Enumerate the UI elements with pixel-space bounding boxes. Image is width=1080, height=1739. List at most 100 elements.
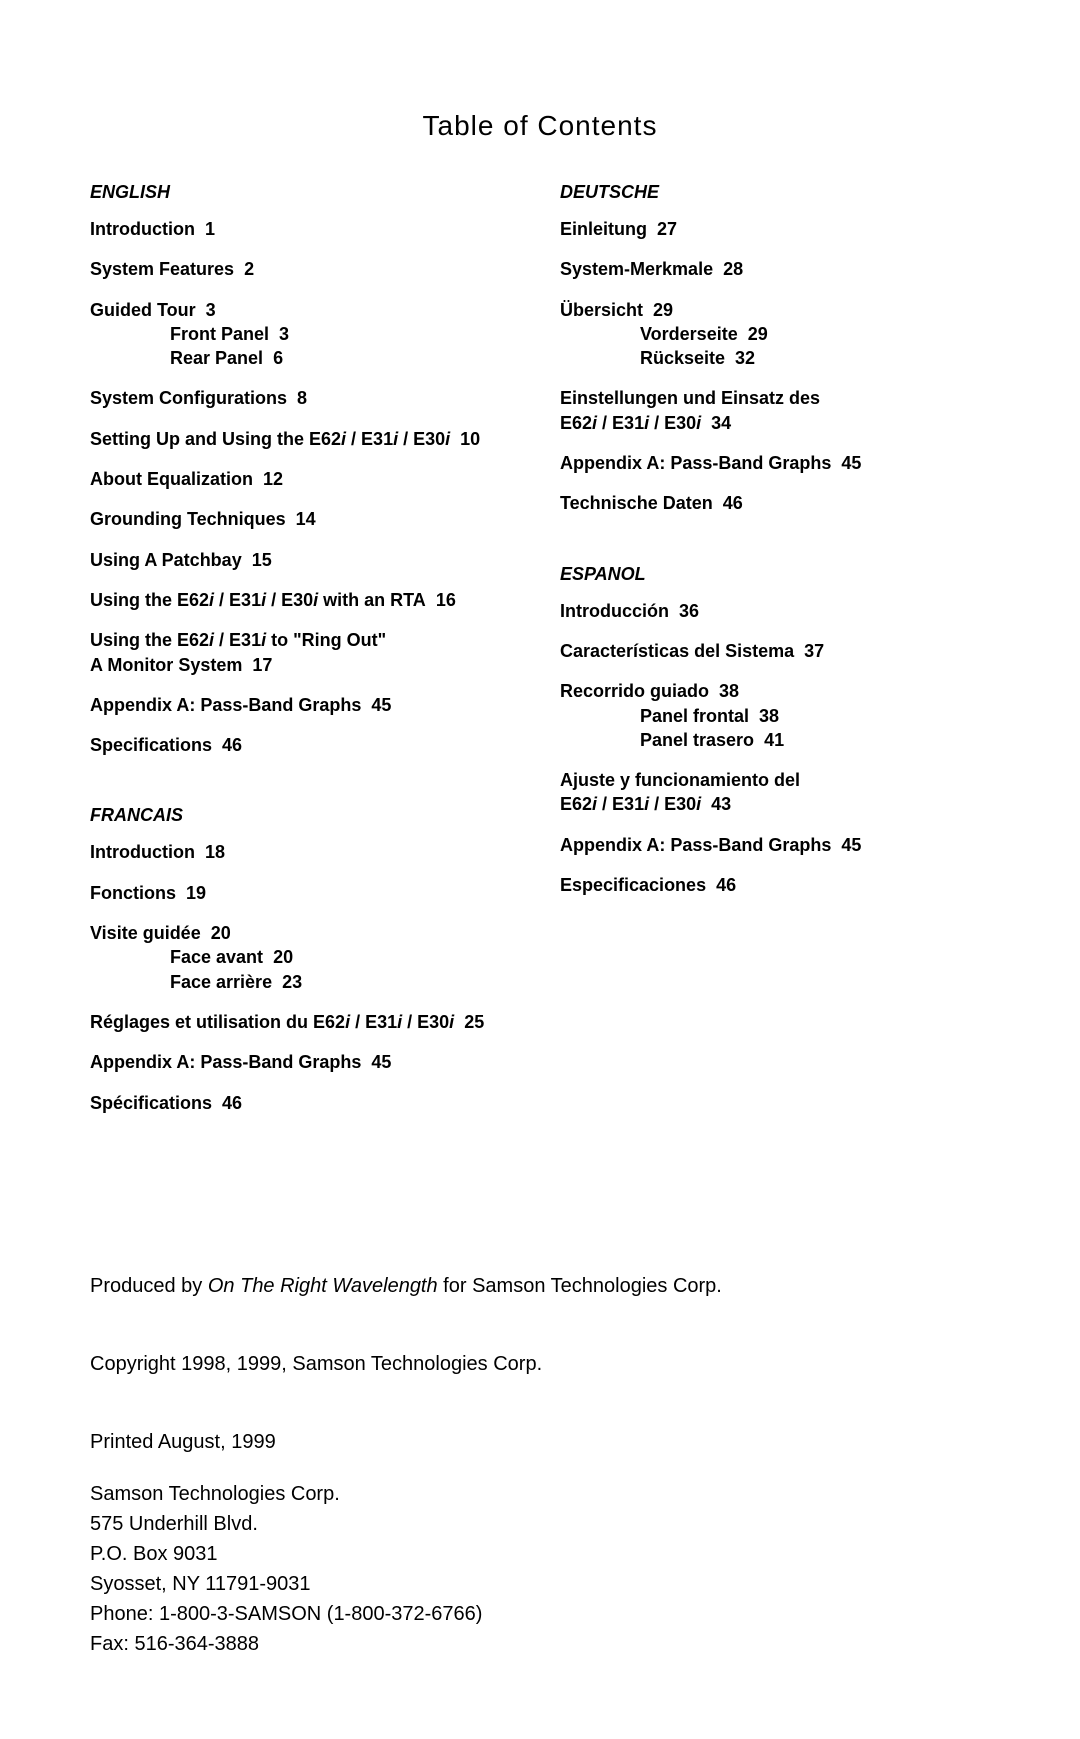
toc-entry: Ajuste y funcionamiento delE62i / E31i /… — [560, 768, 990, 817]
toc-entry: Guided Tour 3 — [90, 298, 520, 322]
toc-page: 20 — [273, 947, 293, 967]
toc-subentry: Rückseite 32 — [640, 346, 990, 370]
address-block: Samson Technologies Corp. 575 Underhill … — [90, 1479, 990, 1659]
toc-entry: Spécifications 46 — [90, 1091, 520, 1115]
toc-page: 46 — [716, 875, 736, 895]
toc-entry: Appendix A: Pass-Band Graphs 45 — [90, 1050, 520, 1074]
toc-entry: Introducción 36 — [560, 599, 990, 623]
toc-page: 28 — [723, 259, 743, 279]
toc-page: 3 — [279, 324, 289, 344]
toc-entry: Appendix A: Pass-Band Graphs 45 — [90, 693, 520, 717]
toc-subentry: Face arrière 23 — [170, 970, 520, 994]
addr-company: Samson Technologies Corp. — [90, 1479, 990, 1509]
toc-entry: About Equalization 12 — [90, 467, 520, 491]
toc-page: 29 — [653, 300, 673, 320]
toc-subentry: Front Panel 3 — [170, 322, 520, 346]
toc-page: 38 — [719, 681, 739, 701]
toc-page: 41 — [764, 730, 784, 750]
toc-entry: Using the E62i / E31i / E30i with an RTA… — [90, 588, 520, 612]
toc-entry: Appendix A: Pass-Band Graphs 45 — [560, 451, 990, 475]
toc-entry: System Configurations 8 — [90, 386, 520, 410]
toc-page: 45 — [841, 453, 861, 473]
toc-entry: Using the E62i / E31i to "Ring Out"A Mon… — [90, 628, 520, 677]
copyright-line: Copyright 1998, 1999, Samson Technologie… — [90, 1349, 990, 1379]
toc-page: 46 — [723, 493, 743, 513]
printed-line: Printed August, 1999 — [90, 1427, 990, 1457]
toc-francais: Introduction 18 Fonctions 19 Visite guidée… — [90, 840, 520, 1114]
toc-page: 45 — [371, 1052, 391, 1072]
toc-page: 34 — [711, 413, 731, 433]
toc-page: 46 — [222, 1093, 242, 1113]
toc-page: 19 — [186, 883, 206, 903]
toc-page: 27 — [657, 219, 677, 239]
toc-english: Introduction 1 System Features 2 Guided To… — [90, 217, 520, 757]
toc-page: 32 — [735, 348, 755, 368]
toc-page: 23 — [282, 972, 302, 992]
toc-page: 38 — [759, 706, 779, 726]
produced-post: for Samson Technologies Corp. — [438, 1275, 722, 1297]
toc-entry: Características del Sistema 37 — [560, 639, 990, 663]
page: Table of Contents ENGLISH Introduction 1… — [0, 0, 1080, 1739]
toc-page: 37 — [804, 641, 824, 661]
toc-entry: Visite guidée 20 — [90, 921, 520, 945]
addr-pobox: P.O. Box 9031 — [90, 1539, 990, 1569]
right-column: DEUTSCHE Einleitung 27 System-Merkmale 28… — [560, 182, 990, 1131]
toc-page: 29 — [748, 324, 768, 344]
toc-entry: Fonctions 19 — [90, 881, 520, 905]
toc-page: 3 — [206, 300, 216, 320]
toc-page: 43 — [711, 794, 731, 814]
toc-columns: ENGLISH Introduction 1 System Features 2 G… — [90, 182, 990, 1131]
toc-entry: Using A Patchbay 15 — [90, 548, 520, 572]
toc-page: 8 — [297, 388, 307, 408]
toc-entry: Appendix A: Pass-Band Graphs 45 — [560, 833, 990, 857]
toc-page: 10 — [460, 429, 480, 449]
toc-espanol: Introducción 36 Características del Siste… — [560, 599, 990, 898]
heading-espanol: ESPANOL — [560, 564, 990, 585]
heading-francais: FRANCAIS — [90, 805, 520, 826]
toc-entry: Recorrido guiado 38 — [560, 679, 990, 703]
toc-page: 36 — [679, 601, 699, 621]
toc-page: 1 — [205, 219, 215, 239]
toc-subentry: Rear Panel 6 — [170, 346, 520, 370]
toc-page: 12 — [263, 469, 283, 489]
footer: Produced by On The Right Wavelength for … — [90, 1271, 990, 1659]
toc-page: 18 — [205, 842, 225, 862]
toc-page: 15 — [252, 550, 272, 570]
addr-citystate: Syosset, NY 11791-9031 — [90, 1569, 990, 1599]
toc-page: 17 — [252, 655, 272, 675]
toc-page: 46 — [222, 735, 242, 755]
addr-street: 575 Underhill Blvd. — [90, 1509, 990, 1539]
produced-pre: Produced by — [90, 1275, 208, 1297]
toc-page: 16 — [436, 590, 456, 610]
addr-fax: Fax: 516-364-3888 — [90, 1629, 990, 1659]
toc-page: 45 — [371, 695, 391, 715]
toc-page: 6 — [273, 348, 283, 368]
toc-page: 25 — [464, 1012, 484, 1032]
toc-subentry: Face avant 20 — [170, 945, 520, 969]
toc-page: 20 — [211, 923, 231, 943]
toc-subentry: Panel frontal 38 — [640, 704, 990, 728]
toc-entry: Einleitung 27 — [560, 217, 990, 241]
toc-entry: Réglages et utilisation du E62i / E31i /… — [90, 1010, 520, 1034]
toc-entry: Übersicht 29 — [560, 298, 990, 322]
toc-entry: Specifications 46 — [90, 733, 520, 757]
toc-entry: System-Merkmale 28 — [560, 257, 990, 281]
left-column: ENGLISH Introduction 1 System Features 2 G… — [90, 182, 520, 1131]
produced-line: Produced by On The Right Wavelength for … — [90, 1271, 990, 1301]
toc-entry: Especificaciones 46 — [560, 873, 990, 897]
toc-page: 14 — [296, 509, 316, 529]
toc-entry: System Features 2 — [90, 257, 520, 281]
toc-page: 45 — [841, 835, 861, 855]
toc-page: 2 — [244, 259, 254, 279]
toc-entry: Technische Daten 46 — [560, 491, 990, 515]
toc-entry: Grounding Techniques 14 — [90, 507, 520, 531]
toc-entry: Introduction 18 — [90, 840, 520, 864]
heading-deutsche: DEUTSCHE — [560, 182, 990, 203]
toc-entry: Setting Up and Using the E62i / E31i / E… — [90, 427, 520, 451]
produced-em: On The Right Wavelength — [208, 1275, 438, 1297]
toc-subentry: Vorderseite 29 — [640, 322, 990, 346]
toc-entry: Introduction 1 — [90, 217, 520, 241]
toc-subentry: Panel trasero 41 — [640, 728, 990, 752]
addr-phone: Phone: 1-800-3-SAMSON (1-800-372-6766) — [90, 1599, 990, 1629]
heading-english: ENGLISH — [90, 182, 520, 203]
